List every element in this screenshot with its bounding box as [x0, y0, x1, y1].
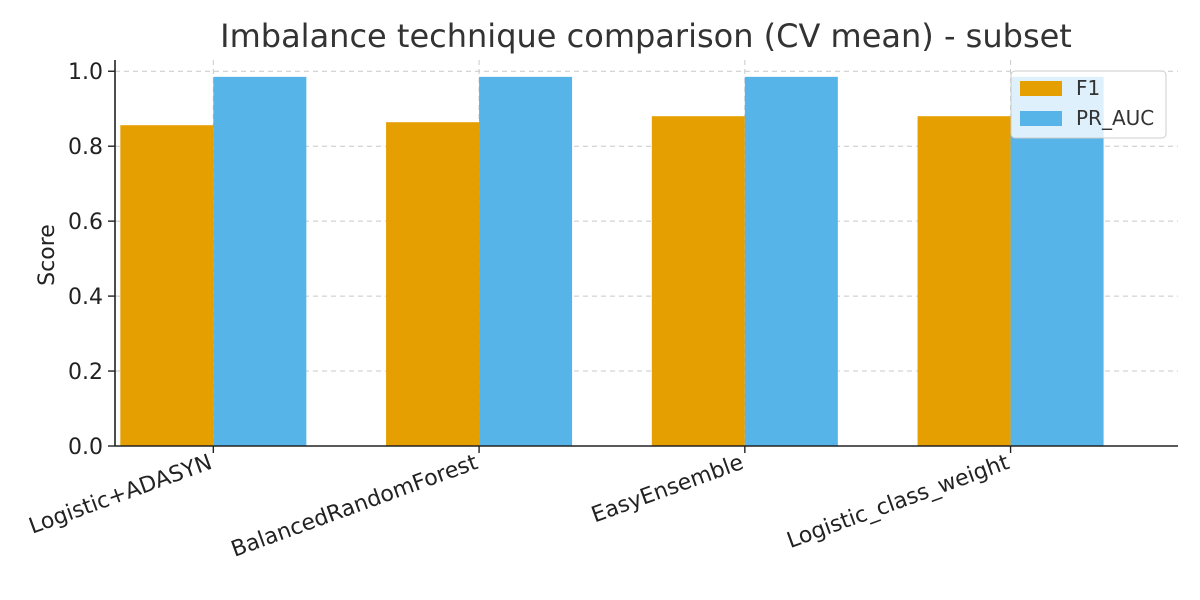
- x-tick-label-2: EasyEnsemble: [588, 450, 747, 528]
- y-axis-label: Score: [35, 224, 60, 286]
- bar-f1-3: [917, 116, 1011, 446]
- x-tick-label-0: Logistic+ADASYN: [26, 450, 216, 539]
- y-tick-label-2: 0.4: [68, 285, 103, 310]
- legend-label-pr_auc: PR_AUC: [1076, 106, 1154, 130]
- bars: [120, 76, 1104, 446]
- legend-swatch-f1: [1020, 81, 1062, 96]
- legend-label-f1: F1: [1076, 76, 1100, 100]
- axes: [114, 60, 1178, 447]
- bar-pr_auc-2: [744, 76, 838, 446]
- x-axis-ticks: Logistic+ADASYN BalancedRandomForest EasyE…: [26, 446, 1013, 563]
- y-tick-label-3: 0.6: [68, 210, 103, 235]
- x-tick-label-3: Logistic_class_weight: [784, 450, 1013, 554]
- bar-pr_auc-0: [213, 76, 307, 446]
- y-axis-ticks: 0.0 0.2 0.4 0.6 0.8 1.0: [68, 60, 115, 460]
- bar-f1-1: [386, 122, 480, 446]
- x-tick-label-1: BalancedRandomForest: [228, 450, 482, 563]
- y-tick-label-0: 0.0: [68, 435, 103, 460]
- bar-pr_auc-1: [479, 76, 573, 446]
- bar-f1-2: [651, 116, 745, 446]
- chart-title: Imbalance technique comparison (CV mean)…: [220, 17, 1072, 55]
- bar-f1-0: [120, 125, 214, 446]
- y-tick-label-1: 0.2: [68, 360, 103, 385]
- y-tick-label-5: 1.0: [68, 60, 103, 85]
- y-tick-label-4: 0.8: [68, 135, 103, 160]
- legend-swatch-pr_auc: [1020, 111, 1062, 126]
- legend: F1 PR_AUC: [1010, 70, 1167, 139]
